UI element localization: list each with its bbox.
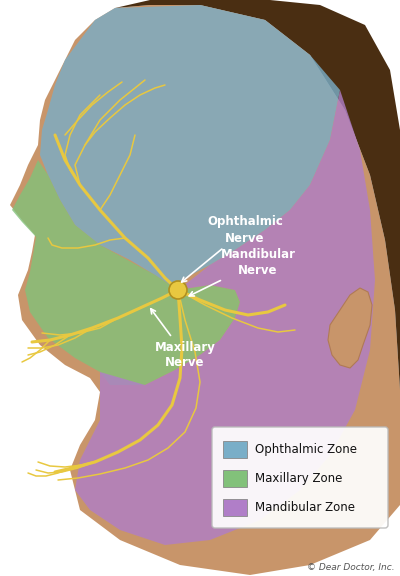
FancyBboxPatch shape: [223, 499, 247, 516]
Text: Mandibular Zone: Mandibular Zone: [255, 501, 355, 514]
Polygon shape: [115, 0, 400, 390]
FancyBboxPatch shape: [223, 441, 247, 458]
FancyBboxPatch shape: [212, 427, 388, 528]
Text: Mandibular
Nerve: Mandibular Nerve: [189, 248, 296, 296]
Polygon shape: [12, 160, 240, 385]
Text: Maxillary Zone: Maxillary Zone: [255, 472, 342, 485]
FancyBboxPatch shape: [223, 470, 247, 487]
Circle shape: [169, 281, 187, 299]
Text: Ophthalmic Zone: Ophthalmic Zone: [255, 443, 357, 456]
Polygon shape: [10, 5, 400, 575]
Polygon shape: [328, 288, 372, 368]
Text: Maxillary
Nerve: Maxillary Nerve: [151, 309, 216, 369]
Text: Ophthalmic
Nerve: Ophthalmic Nerve: [182, 215, 283, 282]
Polygon shape: [40, 5, 340, 290]
Text: © Dear Doctor, Inc.: © Dear Doctor, Inc.: [307, 563, 395, 572]
Polygon shape: [75, 90, 375, 545]
